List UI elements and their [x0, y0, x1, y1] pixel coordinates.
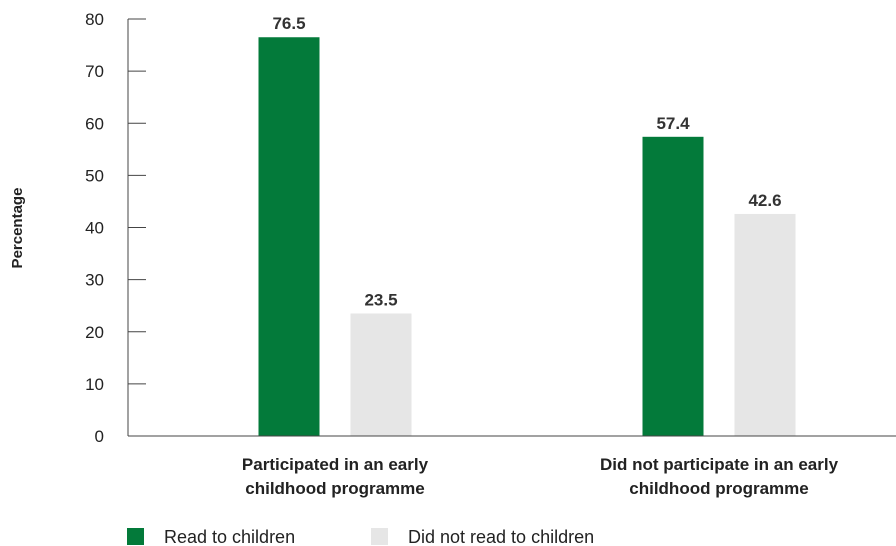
x-axis: Participated in an early childhood progra…: [128, 435, 896, 498]
bars: 76.5 57.4 23.5 42.6: [258, 14, 796, 437]
y-tick-label: 0: [95, 427, 104, 446]
y-tick-label: 50: [85, 166, 104, 185]
y-axis-label: Percentage: [9, 188, 26, 269]
bar: [258, 37, 320, 437]
data-label: 23.5: [364, 291, 397, 310]
legend-label: Did not read to children: [408, 527, 594, 546]
legend-label: Read to children: [164, 527, 295, 546]
y-axis: 0 10 20 30 40 50 60 70 80: [85, 10, 146, 446]
x-category-label: Participated in an early: [242, 455, 429, 474]
x-category-label: childhood programme: [245, 479, 424, 498]
y-tick-label: 40: [85, 219, 104, 238]
y-tick-label: 60: [85, 114, 104, 133]
data-label: 57.4: [656, 114, 690, 133]
legend-swatch: [371, 528, 388, 545]
y-tick-label: 20: [85, 323, 104, 342]
y-tick-label: 70: [85, 62, 104, 81]
legend: Read to children Did not read to children: [127, 527, 594, 546]
y-tick-label: 80: [85, 10, 104, 29]
bar: [350, 313, 412, 436]
data-label: 42.6: [748, 191, 781, 210]
bar: [734, 213, 796, 436]
y-tick-label: 30: [85, 271, 104, 290]
legend-swatch: [127, 528, 144, 545]
data-label: 76.5: [272, 14, 305, 33]
bar: [642, 136, 704, 437]
x-category-label: childhood programme: [629, 479, 808, 498]
y-tick-label: 10: [85, 375, 104, 394]
x-category-label: Did not participate in an early: [600, 455, 839, 474]
